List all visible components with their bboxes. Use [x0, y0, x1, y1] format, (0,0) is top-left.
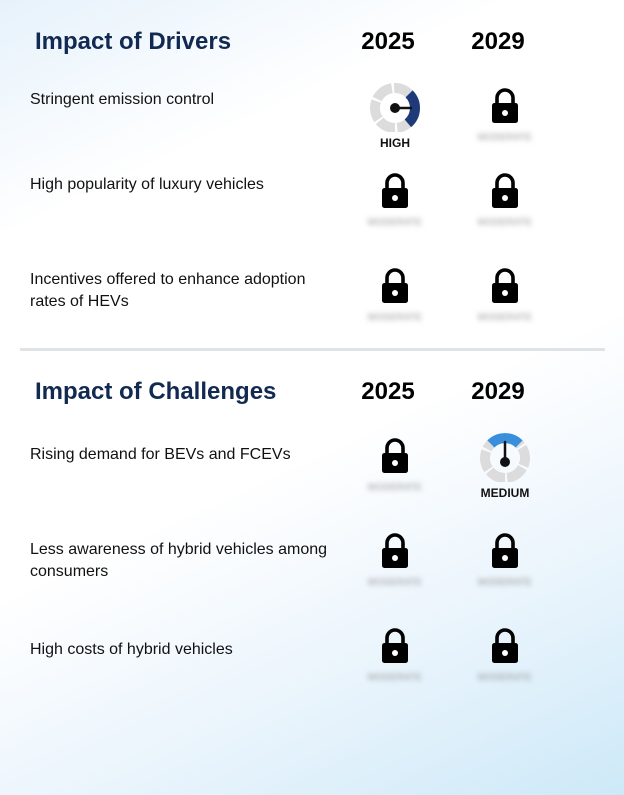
padlock-icon	[492, 628, 518, 663]
challenges-year-2029: 2029	[471, 378, 525, 405]
padlock-icon	[382, 628, 408, 663]
driver-2-2029-locked[interactable]: MODERATE	[460, 173, 550, 227]
gauge-icon	[479, 433, 530, 482]
drivers-title: Impact of Drivers	[35, 28, 232, 55]
padlock-icon	[492, 88, 518, 123]
drivers-year-2025: 2025	[361, 28, 415, 55]
challenge-label-1: Rising demand for BEVs and FCEVs	[30, 446, 291, 463]
challenge-label-3: High costs of hybrid vehicles	[30, 641, 233, 658]
challenge-2-2025-locked[interactable]: MODERATE	[350, 533, 440, 587]
drivers-year-2029: 2029	[471, 28, 525, 55]
challenges-title: Impact of Challenges	[35, 378, 277, 405]
gauge-level-label: MEDIUM	[480, 486, 530, 500]
blurred-value: MODERATE	[477, 672, 533, 682]
driver-3-2025-locked[interactable]: MODERATE	[350, 268, 440, 322]
blurred-value: MODERATE	[367, 312, 423, 322]
gauge-level-label: HIGH	[380, 136, 410, 150]
padlock-icon	[492, 173, 518, 208]
padlock-icon	[492, 533, 518, 568]
driver-label-1: Stringent emission control	[30, 91, 215, 108]
gauge-icon	[370, 83, 420, 132]
blurred-value: MODERATE	[367, 577, 423, 587]
blurred-value: MODERATE	[477, 577, 533, 587]
challenges-year-2025: 2025	[361, 378, 415, 405]
section-divider	[20, 348, 605, 351]
blurred-value: MODERATE	[367, 217, 423, 227]
padlock-icon	[382, 533, 408, 568]
challenge-label-2: Less awareness of hybrid vehicles among …	[30, 541, 328, 580]
driver-1-2025-gauge: HIGH	[350, 80, 440, 150]
blurred-value: MODERATE	[477, 217, 533, 227]
padlock-icon	[492, 268, 518, 303]
driver-label-3: Incentives offered to enhance adoption r…	[30, 271, 306, 310]
challenge-3-2029-locked[interactable]: MODERATE	[460, 628, 550, 682]
padlock-icon	[382, 268, 408, 303]
padlock-icon	[382, 173, 408, 208]
driver-1-2029-locked[interactable]: MODERATE	[460, 88, 550, 142]
blurred-value: MODERATE	[367, 672, 423, 682]
driver-3-2029-locked[interactable]: MODERATE	[460, 268, 550, 322]
challenge-1-2029-gauge: MEDIUM	[460, 430, 550, 500]
challenge-3-2025-locked[interactable]: MODERATE	[350, 628, 440, 682]
driver-2-2025-locked[interactable]: MODERATE	[350, 173, 440, 227]
driver-label-2: High popularity of luxury vehicles	[30, 176, 264, 193]
padlock-icon	[382, 438, 408, 473]
challenge-1-2025-locked[interactable]: MODERATE	[350, 438, 440, 492]
blurred-value: MODERATE	[367, 482, 423, 492]
challenge-2-2029-locked[interactable]: MODERATE	[460, 533, 550, 587]
blurred-value: MODERATE	[477, 312, 533, 322]
blurred-value: MODERATE	[477, 132, 533, 142]
